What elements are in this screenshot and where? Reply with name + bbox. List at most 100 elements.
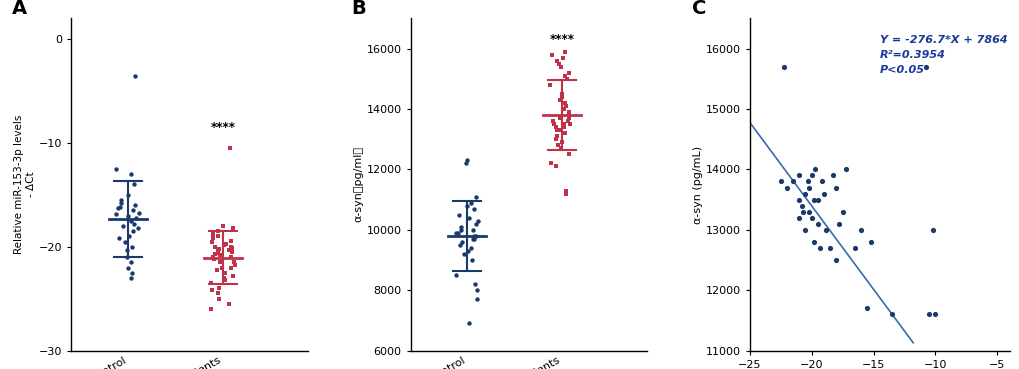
Point [806,166,822,172]
Point [775,64,792,70]
Point [797,227,813,233]
Point [557,187,574,193]
Point [221,301,237,307]
Point [556,100,573,106]
Point [210,290,226,296]
Point [125,221,142,227]
Y-axis label: Relative miR-153-3p levels
- ΔCt: Relative miR-153-3p levels - ΔCt [14,115,36,254]
Point [809,221,825,227]
Point [791,215,807,221]
Point [120,213,137,218]
Point [455,251,472,257]
Point [115,223,131,229]
Point [123,270,140,276]
Point [122,259,139,265]
Point [451,242,468,248]
Point [469,287,485,293]
Point [543,52,559,58]
Point [108,211,124,217]
Point [812,179,828,184]
Point [794,209,810,215]
Point [552,64,569,70]
Text: C: C [692,0,706,17]
Point [131,210,148,215]
Point [460,248,476,254]
Point [803,215,819,221]
Point [213,265,229,270]
Point [823,172,840,178]
Point [447,230,464,236]
Point [117,239,133,245]
Point [452,227,469,233]
Point [222,265,238,270]
Point [210,296,226,301]
Point [464,257,480,263]
Point [120,265,137,270]
Point [118,254,135,260]
Point [120,192,137,198]
Point [799,179,815,184]
Point [212,252,228,258]
Point [468,233,484,239]
Point [210,234,226,239]
Point [207,244,223,250]
Point [883,311,900,317]
Point [203,239,219,245]
Point [815,191,832,197]
Point [217,270,233,276]
Point [469,296,485,302]
Point [122,218,139,224]
Point [467,281,483,287]
Point [550,127,567,133]
Point [203,306,219,312]
Point [547,124,564,130]
Point [916,64,932,70]
Point [784,179,800,184]
Point [557,191,574,197]
Point [553,94,570,100]
Point [126,202,143,208]
Point [862,239,878,245]
Point [447,272,464,278]
Point [224,273,240,279]
Point [466,236,482,242]
Point [920,311,936,317]
Point [554,55,571,61]
Point [556,130,573,136]
Point [212,259,228,265]
Point [829,221,846,227]
Point [123,171,140,177]
Text: A: A [12,0,28,17]
Point [217,241,233,246]
Point [553,91,570,97]
Point [800,209,816,215]
Text: Y = -276.7*X + 7864
R²=0.3954
P<0.05: Y = -276.7*X + 7864 R²=0.3954 P<0.05 [878,35,1007,75]
Point [124,244,141,250]
Point [548,127,565,133]
Point [215,223,231,229]
Point [552,145,569,151]
Point [209,248,225,254]
Point [225,259,242,265]
Point [556,73,573,79]
Point [122,275,139,281]
Point [211,246,227,252]
Point [846,245,862,251]
Point [203,280,219,286]
Point [466,206,482,211]
Point [222,244,238,250]
Point [126,182,143,187]
Point [465,227,481,233]
Point [791,172,807,178]
Point [458,161,474,166]
Point [545,121,561,127]
Point [560,109,577,115]
Point [205,231,221,237]
Point [468,221,484,227]
Point [108,166,124,172]
Point [466,233,482,239]
Point [450,212,467,218]
Point [222,254,238,260]
Point [464,236,480,242]
Text: B: B [352,0,366,17]
